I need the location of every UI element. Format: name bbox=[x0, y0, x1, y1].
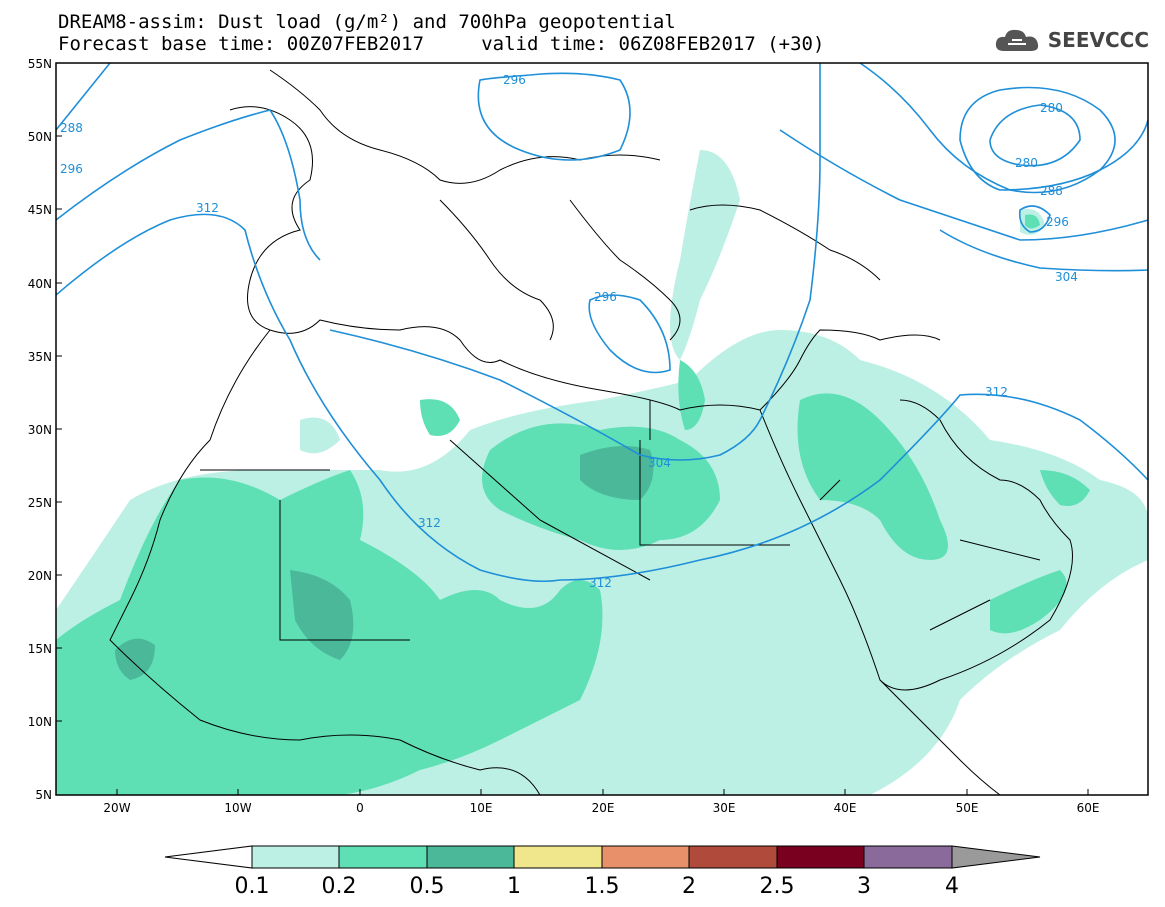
colorbar-label: 1.5 bbox=[585, 874, 620, 899]
colorbar-swatch bbox=[251, 845, 340, 869]
colorbar-label: 2.5 bbox=[760, 874, 795, 899]
contour-label: 304 bbox=[648, 456, 671, 470]
contour-label: 296 bbox=[503, 73, 526, 87]
colorbar-label: 1 bbox=[507, 874, 521, 899]
lat-label: 55N bbox=[28, 57, 52, 71]
seevccc-logo: SEEVCCC bbox=[994, 24, 1149, 56]
lat-label: 35N bbox=[28, 350, 52, 364]
colorbar-upper-arrow bbox=[951, 845, 1041, 869]
colorbar-labels: 0.1 0.2 0.5 1 1.5 2 2.5 3 4 bbox=[235, 874, 960, 899]
contour-label: 280 bbox=[1040, 101, 1063, 115]
lon-label: 60E bbox=[1077, 801, 1100, 815]
dust-shading bbox=[56, 150, 1148, 795]
colorbar bbox=[164, 845, 1041, 869]
lat-label: 50N bbox=[28, 130, 52, 144]
logo-text: SEEVCCC bbox=[1047, 28, 1149, 52]
lon-label: 10E bbox=[470, 801, 493, 815]
colorbar-swatch bbox=[426, 845, 515, 869]
lat-label: 30N bbox=[28, 423, 52, 437]
contour-label: 288 bbox=[1040, 184, 1063, 198]
colorbar-label: 3 bbox=[857, 874, 871, 899]
longitude-axis bbox=[116, 789, 1089, 795]
contour-label: 312 bbox=[196, 201, 219, 215]
colorbar-swatch bbox=[776, 845, 865, 869]
colorbar-swatch bbox=[863, 845, 953, 869]
colorbar-swatch bbox=[338, 845, 428, 869]
map-title-line-1: DREAM8-assim: Dust load (g/m²) and 700hP… bbox=[58, 11, 676, 33]
lat-label: 40N bbox=[28, 277, 52, 291]
lon-label: 40E bbox=[834, 801, 857, 815]
lat-label: 20N bbox=[28, 569, 52, 583]
lon-label: 30E bbox=[713, 801, 736, 815]
lon-label: 10W bbox=[224, 801, 251, 815]
contour-label: 304 bbox=[1055, 270, 1078, 284]
colorbar-label: 0.5 bbox=[410, 874, 445, 899]
contour-label: 296 bbox=[60, 162, 83, 176]
contour-label: 296 bbox=[1046, 215, 1069, 229]
lat-label: 25N bbox=[28, 496, 52, 510]
lon-label: 50E bbox=[956, 801, 979, 815]
longitude-labels: 20W 10W 0 10E 20E 30E 40E 50E 60E bbox=[103, 801, 1099, 815]
lat-label: 15N bbox=[28, 642, 52, 656]
colorbar-label: 0.1 bbox=[235, 874, 270, 899]
contour-label: 296 bbox=[594, 290, 617, 304]
lon-label: 0 bbox=[356, 801, 364, 815]
contour-labels: 288 296 312 296 296 280 280 288 296 304 … bbox=[60, 73, 1078, 590]
latitude-axis bbox=[56, 62, 62, 796]
lat-label: 10N bbox=[28, 715, 52, 729]
colorbar-label: 0.2 bbox=[322, 874, 357, 899]
contour-label: 312 bbox=[589, 576, 612, 590]
lon-label: 20W bbox=[103, 801, 130, 815]
dust-level-0.5-1 bbox=[115, 446, 654, 680]
lat-label: 5N bbox=[35, 788, 52, 802]
contour-label: 280 bbox=[1015, 156, 1038, 170]
colorbar-label: 4 bbox=[945, 874, 959, 899]
latitude-labels: 55N 50N 45N 40N 35N 30N 25N 20N 15N 10N … bbox=[28, 57, 52, 802]
cloud-logo-icon bbox=[995, 29, 1038, 51]
colorbar-swatch bbox=[688, 845, 778, 869]
contour-label: 312 bbox=[985, 385, 1008, 399]
contour-label: 288 bbox=[60, 121, 83, 135]
colorbar-label: 2 bbox=[682, 874, 696, 899]
map-title-line-2: Forecast base time: 00Z07FEB2017 valid t… bbox=[58, 33, 825, 55]
colorbar-lower-arrow bbox=[164, 845, 253, 869]
lat-label: 45N bbox=[28, 203, 52, 217]
contour-label: 312 bbox=[418, 516, 441, 530]
geopotential-contours bbox=[56, 63, 1148, 582]
colorbar-swatch bbox=[513, 845, 603, 869]
colorbar-swatch bbox=[601, 845, 690, 869]
lon-label: 20E bbox=[592, 801, 615, 815]
